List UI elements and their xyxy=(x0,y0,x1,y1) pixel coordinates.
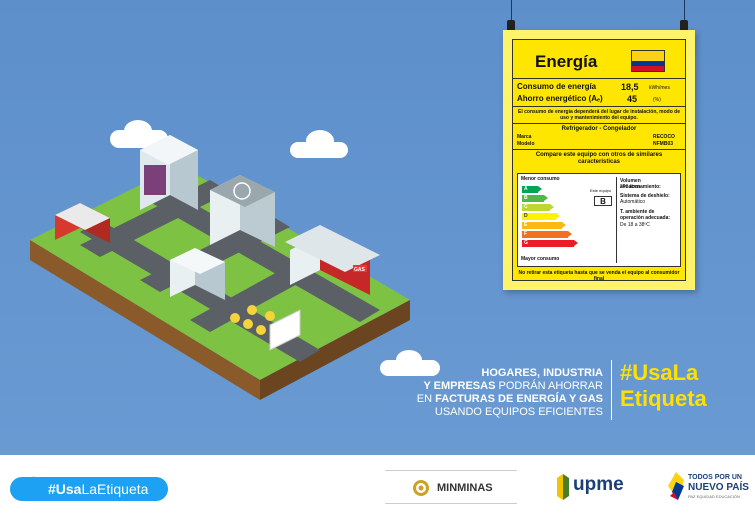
product-type: Refrigerador - Congelador xyxy=(561,126,637,132)
class-bar-a: A xyxy=(522,186,542,193)
ambient-temp-label: T. ambiente de operación adecuada: xyxy=(620,209,671,221)
class-bar-f: F xyxy=(522,231,572,238)
defrost-value: Automático xyxy=(620,199,646,205)
storage-volume-label: Volumen almacenamiento: xyxy=(620,178,661,190)
defrost-label: Sistema de deshielo: xyxy=(620,193,670,199)
city-illustration: GAS xyxy=(30,135,410,400)
max-consumption-label: Mayor consumo xyxy=(521,256,560,262)
savings-unit: (%) xyxy=(653,97,661,103)
todos-line-1: TODOS POR UN xyxy=(688,474,742,481)
colombia-seal-icon xyxy=(413,480,429,496)
headline-line-1: HOGARES, INDUSTRIA xyxy=(481,367,603,379)
storage-volume-value: 240 litros xyxy=(620,184,641,190)
hanging-wire xyxy=(511,0,512,20)
gas-sign: GAS xyxy=(354,267,366,273)
class-bar-b: B xyxy=(522,195,548,202)
upme-text: upme xyxy=(573,474,624,495)
consumption-label: Consumo de energía xyxy=(517,82,597,91)
colombia-map-icon xyxy=(668,472,684,500)
minminas-text: MINMINAS xyxy=(437,482,493,494)
min-consumption-label: Menor consumo xyxy=(521,176,560,182)
label-footer-note: No retirar esta etiqueta hasta que se ve… xyxy=(518,270,680,282)
energy-label-card: Energía Consumo de energía 18,5 kWh/mes … xyxy=(503,30,695,290)
colombia-flag-icon xyxy=(631,50,665,72)
class-bar-c: C xyxy=(522,204,554,211)
compare-text: Compare este equipo con otros de similar… xyxy=(535,152,663,165)
class-bar-d: D xyxy=(522,213,560,220)
cloud xyxy=(306,130,334,152)
savings-value: 45 xyxy=(627,94,638,104)
hanging-wire xyxy=(684,0,685,20)
headline-line-4: USANDO EQUIPOS EFICIENTES xyxy=(434,406,603,418)
todos-line-3: PAZ EQUIDAD EDUCACIÓN xyxy=(688,494,740,499)
binder-clip xyxy=(507,20,515,36)
this-equipment-label: Este equipo xyxy=(590,188,612,193)
cloud xyxy=(396,350,422,370)
twitter-hashtag-rest: LaEtiqueta xyxy=(81,481,149,497)
headline-line-2: PODRÁN AHORRAR xyxy=(495,380,603,392)
hashtag-line-1: #UsaLa xyxy=(620,360,699,385)
headline: HOGARES, INDUSTRIA Y EMPRESAS PODRÁN AHO… xyxy=(343,367,603,419)
minminas-logo: MINMINAS xyxy=(385,470,517,504)
consumption-unit: kWh/mes xyxy=(649,85,670,91)
cloud xyxy=(124,120,152,142)
savings-label: Ahorro energético (Aₑ) xyxy=(517,94,603,103)
todos-line-2: NUEVO PAÍS xyxy=(688,482,749,493)
headline-line-3-bold: FACTURAS DE ENERGÍA Y GAS xyxy=(435,393,603,405)
ambient-temp-value: De 18 a 38ºC xyxy=(620,222,650,228)
hashtag-headline: #UsaLa Etiqueta xyxy=(620,360,707,412)
headline-divider xyxy=(611,360,612,420)
class-bar-e: E xyxy=(522,222,566,229)
model-label: Modelo xyxy=(517,141,535,147)
twitter-bird-icon xyxy=(16,476,42,498)
upme-logo: upme xyxy=(555,470,625,504)
todos-por-un-nuevo-pais-logo: TODOS POR UN NUEVO PAÍS PAZ EQUIDAD EDUC… xyxy=(668,470,752,504)
consumption-note: El consumo de energía dependerá del luga… xyxy=(518,109,680,121)
binder-clip xyxy=(680,20,688,36)
energy-label: Energía Consumo de energía 18,5 kWh/mes … xyxy=(512,39,686,282)
hashtag-line-2: Etiqueta xyxy=(620,386,707,411)
headline-line-2-bold: Y EMPRESAS xyxy=(423,380,496,392)
class-bar-g: G xyxy=(522,240,578,247)
brand-value: RECOCO xyxy=(653,134,675,140)
this-equipment-class: B xyxy=(594,196,612,206)
energy-label-title: Energía xyxy=(535,52,598,71)
efficiency-scale: Menor consumo A B C D E F G Mayor consum… xyxy=(517,173,681,267)
illustration-scene: GAS Energía Consumo de energía 18,5 kWh/… xyxy=(0,0,755,455)
headline-line-3-pre: EN xyxy=(416,393,436,405)
brand-label: Marca xyxy=(517,134,532,140)
model-value: NFMB03 xyxy=(653,141,674,147)
twitter-hashtag-bold: #Usa xyxy=(48,481,82,497)
upme-mark-icon xyxy=(557,474,569,500)
consumption-value: 18,5 xyxy=(621,82,639,92)
